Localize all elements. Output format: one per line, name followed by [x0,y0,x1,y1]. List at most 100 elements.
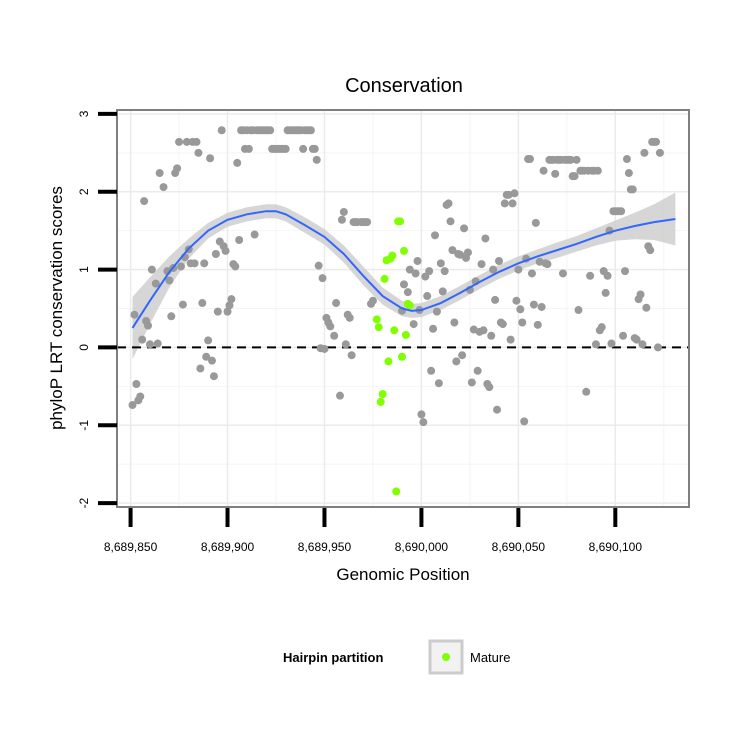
chart-title: Conservation [345,75,463,97]
y-tick-label: 3 [77,110,91,117]
data-point [586,271,595,280]
data-point [235,235,244,244]
data-point-mature [380,274,389,283]
data-point [537,302,546,311]
data-point [337,215,346,224]
data-point [173,164,182,173]
data-point [566,155,575,164]
data-point [446,217,455,226]
data-point [452,357,461,366]
data-point [399,280,408,289]
data-point [330,331,339,340]
data-point [345,313,354,322]
data-point [326,322,335,331]
data-point [506,335,515,344]
data-point [582,387,591,396]
data-point [539,166,548,175]
data-point [411,269,420,278]
data-point [363,218,372,227]
data-point [196,364,205,373]
data-point [318,274,327,283]
data-point [153,339,162,348]
data-point [312,155,321,164]
data-point [516,305,525,314]
x-tick-label: 8,689,850 [104,540,158,554]
data-point [617,207,626,216]
data-point [574,306,583,315]
x-tick-label: 8,690,050 [492,540,546,554]
data-point [425,267,434,276]
data-point [444,199,453,208]
panel-border [116,109,690,508]
data-point [640,148,649,157]
data-point [619,331,628,340]
data-point [551,169,560,178]
smooth-line [131,210,676,329]
data-point [347,351,356,360]
data-point [533,320,542,329]
legend-label-mature: Mature [470,650,510,665]
data-point [231,262,240,271]
data-point [436,259,445,268]
data-point [653,343,662,352]
data-point [494,257,503,266]
data-point-mature [390,326,399,335]
data-point [208,356,217,365]
data-point [520,417,529,426]
data-point [636,290,645,299]
data-point [430,231,439,240]
data-point [477,260,486,269]
data-point [638,340,647,349]
data-point [543,260,552,269]
data-point [225,301,234,310]
data-point [202,352,211,361]
data-point [405,265,414,274]
data-point [198,299,207,308]
data-point [632,335,641,344]
data-point [491,295,500,304]
data-point [498,320,507,329]
points-other [128,126,664,427]
data-point [144,321,153,330]
data-point-mature [392,487,401,496]
data-point [217,126,226,135]
data-point [489,265,498,274]
data-point [175,137,184,146]
legend-key-mature [442,653,450,661]
data-point [200,259,209,268]
data-point [450,318,459,327]
data-point [413,257,422,266]
data-point [531,218,540,227]
data-point [138,335,147,344]
data-point [473,366,482,375]
data-point [510,189,519,198]
data-point [597,323,606,332]
data-point [211,250,220,259]
data-point [182,137,191,146]
x-tick-label: 8,689,950 [298,540,352,554]
data-point [130,310,139,319]
data-point [493,405,502,414]
data-point [558,269,567,278]
smooth-line-path [131,210,676,329]
data-point [434,379,443,388]
data-point [233,158,242,167]
data-point-mature [376,397,385,406]
data-point-mature [372,315,381,324]
data-point [417,410,426,419]
data-point [570,172,579,181]
data-point [132,380,141,389]
y-tick-label: 1 [77,266,91,273]
x-tick-label: 8,690,000 [395,540,449,554]
data-point-mature [399,246,408,255]
data-point [419,418,428,427]
data-point [479,326,488,335]
y-axis-title: phyloP LRT conservation scores [47,186,66,430]
data-point [514,265,523,274]
data-point [603,271,612,280]
y-tick-label: 0 [77,344,91,351]
data-point [458,351,467,360]
data-point [481,234,490,243]
data-point [335,391,344,400]
